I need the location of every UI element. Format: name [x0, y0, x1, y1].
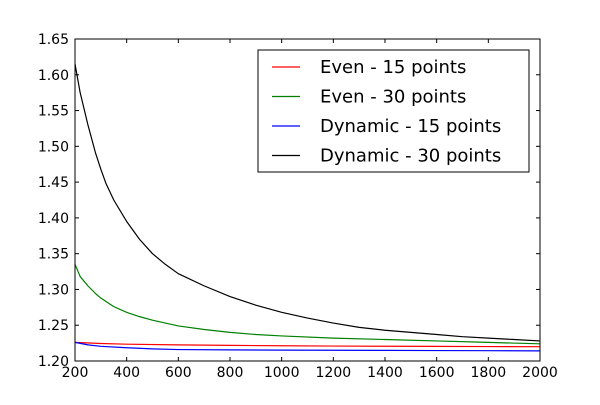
- x-tick-label: 1200: [316, 365, 352, 381]
- y-tick-label: 1.65: [38, 32, 69, 48]
- y-tick-label: 1.30: [38, 282, 69, 298]
- y-tick-label: 1.25: [38, 318, 69, 334]
- y-tick-label: 1.50: [38, 139, 69, 155]
- x-tick-label: 600: [165, 365, 192, 381]
- series-line-0: [74, 341, 541, 348]
- y-tick-label: 1.40: [38, 211, 69, 227]
- series-layer: [74, 63, 541, 352]
- x-tick-label: 400: [113, 365, 140, 381]
- legend-label: Dynamic - 30 points: [320, 146, 501, 167]
- x-tick-label: 800: [217, 365, 244, 381]
- y-tick-label: 1.55: [38, 104, 69, 120]
- legend-label: Dynamic - 15 points: [320, 116, 501, 137]
- x-tick-label: 1600: [419, 365, 455, 381]
- x-tick-label: 2000: [522, 365, 558, 381]
- legend-box: [257, 49, 530, 173]
- legend-label: Even - 30 points: [320, 87, 466, 108]
- y-tick-label: 1.45: [38, 175, 69, 191]
- series-line-1: [74, 264, 541, 345]
- axes-layer: 200 400 600 800 1000 1200 1400 1600 1800 2000 1.20…: [38, 32, 558, 381]
- y-tick-label: 1.60: [38, 68, 69, 84]
- x-tick-label: 1000: [264, 365, 300, 381]
- legend-label: Even - 15 points: [320, 57, 466, 78]
- x-tick-label: 1800: [471, 365, 507, 381]
- y-tick-label: 1.20: [38, 354, 69, 370]
- y-tick-label: 1.35: [38, 247, 69, 263]
- x-tick-label: 1400: [367, 365, 403, 381]
- legend: Even - 15 points Even - 30 points Dynamic …: [257, 49, 530, 173]
- x-tick-label: 200: [62, 365, 89, 381]
- series-line-2: [74, 341, 541, 352]
- series-line-3: [74, 63, 541, 342]
- plot-frame: [74, 38, 541, 362]
